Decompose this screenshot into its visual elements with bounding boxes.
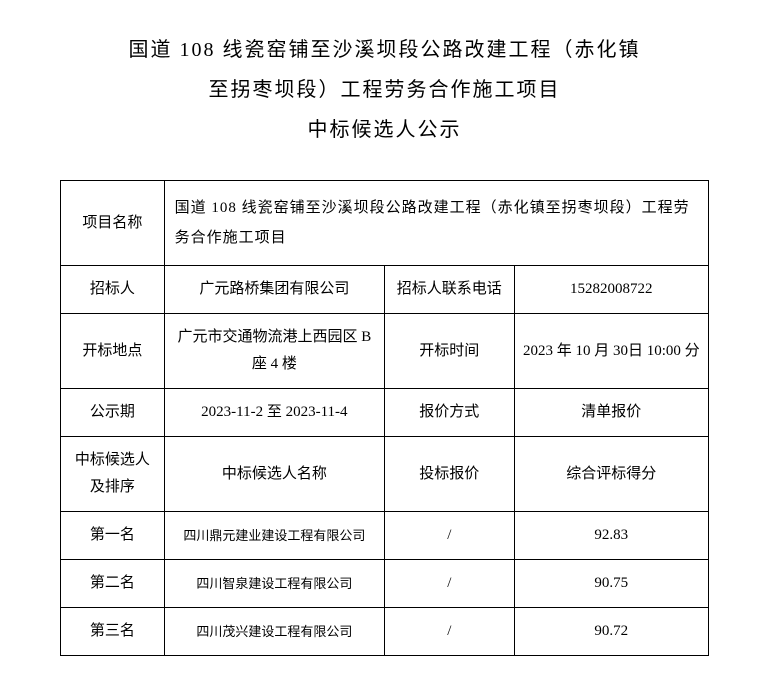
bid-location-row: 开标地点 广元市交通物流港上西园区 B座 4 楼 开标时间 2023 年 10 … (61, 314, 709, 389)
tenderer-phone-value: 15282008722 (514, 266, 708, 314)
candidate-name-cell: 四川茂兴建设工程有限公司 (164, 608, 384, 656)
tenderer-value: 广元路桥集团有限公司 (164, 266, 384, 314)
public-period-value: 2023-11-2 至 2023-11-4 (164, 389, 384, 437)
rank-cell: 第二名 (61, 560, 165, 608)
title-line-1: 国道 108 线瓷窑铺至沙溪坝段公路改建工程（赤化镇 (60, 30, 709, 70)
candidate-name-cell: 四川智泉建设工程有限公司 (164, 560, 384, 608)
score-cell: 90.75 (514, 560, 708, 608)
bid-location-value: 广元市交通物流港上西园区 B座 4 楼 (164, 314, 384, 389)
project-name-label: 项目名称 (61, 181, 165, 266)
bid-price-cell: / (384, 512, 514, 560)
bid-price-cell: / (384, 608, 514, 656)
candidate-name-cell: 四川鼎元建业建设工程有限公司 (164, 512, 384, 560)
document-title: 国道 108 线瓷窑铺至沙溪坝段公路改建工程（赤化镇 至拐枣坝段）工程劳务合作施… (60, 30, 709, 150)
bid-price-cell: / (384, 560, 514, 608)
bid-time-value: 2023 年 10 月 30日 10:00 分 (514, 314, 708, 389)
project-name-row: 项目名称 国道 108 线瓷窑铺至沙溪坝段公路改建工程（赤化镇至拐枣坝段）工程劳… (61, 181, 709, 266)
bid-location-label: 开标地点 (61, 314, 165, 389)
bid-price-header: 投标报价 (384, 437, 514, 512)
table-row: 第一名 四川鼎元建业建设工程有限公司 / 92.83 (61, 512, 709, 560)
bid-info-table: 项目名称 国道 108 线瓷窑铺至沙溪坝段公路改建工程（赤化镇至拐枣坝段）工程劳… (60, 180, 709, 656)
tenderer-phone-label: 招标人联系电话 (384, 266, 514, 314)
title-line-3: 中标候选人公示 (60, 110, 709, 150)
quote-method-value: 清单报价 (514, 389, 708, 437)
rank-cell: 第一名 (61, 512, 165, 560)
score-cell: 90.72 (514, 608, 708, 656)
public-period-row: 公示期 2023-11-2 至 2023-11-4 报价方式 清单报价 (61, 389, 709, 437)
candidate-header-row: 中标候选人及排序 中标候选人名称 投标报价 综合评标得分 (61, 437, 709, 512)
project-name-value: 国道 108 线瓷窑铺至沙溪坝段公路改建工程（赤化镇至拐枣坝段）工程劳务合作施工… (164, 181, 708, 266)
table-row: 第三名 四川茂兴建设工程有限公司 / 90.72 (61, 608, 709, 656)
bid-time-label: 开标时间 (384, 314, 514, 389)
public-period-label: 公示期 (61, 389, 165, 437)
quote-method-label: 报价方式 (384, 389, 514, 437)
tenderer-label: 招标人 (61, 266, 165, 314)
title-line-2: 至拐枣坝段）工程劳务合作施工项目 (60, 70, 709, 110)
candidate-name-header: 中标候选人名称 (164, 437, 384, 512)
tenderer-row: 招标人 广元路桥集团有限公司 招标人联系电话 15282008722 (61, 266, 709, 314)
rank-cell: 第三名 (61, 608, 165, 656)
candidate-rank-label: 中标候选人及排序 (61, 437, 165, 512)
table-row: 第二名 四川智泉建设工程有限公司 / 90.75 (61, 560, 709, 608)
score-header: 综合评标得分 (514, 437, 708, 512)
score-cell: 92.83 (514, 512, 708, 560)
